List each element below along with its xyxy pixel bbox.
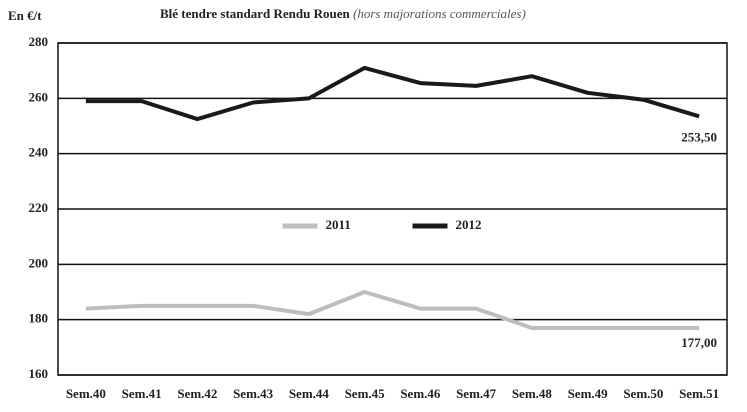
value-label: 177,00 (681, 335, 717, 350)
x-tick-label: Sem.40 (66, 386, 106, 401)
y-tick-label: 160 (29, 366, 49, 381)
legend-label: 2012 (456, 217, 482, 232)
subtitle: (hors majorations commerciales) (353, 6, 526, 21)
x-tick-label: Sem.42 (177, 386, 217, 401)
y-tick-label: 240 (29, 145, 49, 160)
x-tick-label: Sem.43 (233, 386, 274, 401)
series-line (85, 65, 700, 122)
y-tick-label: 180 (29, 311, 49, 326)
x-tick-label: Sem.41 (122, 386, 162, 401)
x-tick-label: Sem.49 (568, 386, 609, 401)
x-tick-label: Sem.46 (400, 386, 441, 401)
chart-title: Blé tendre standard Rendu Rouen (hors ma… (160, 6, 526, 21)
x-tick-label: Sem.50 (623, 386, 663, 401)
x-tick-label: Sem.47 (456, 386, 497, 401)
value-label: 253,50 (681, 129, 717, 144)
x-tick-label: Sem.44 (289, 386, 330, 401)
x-tick-label: Sem.48 (512, 386, 553, 401)
y-tick-label: 200 (29, 255, 49, 270)
x-tick-label: Sem.45 (345, 386, 386, 401)
y-axis-label: En €/t (8, 8, 42, 23)
y-tick-label: 280 (29, 34, 49, 49)
x-tick-label: Sem.51 (679, 386, 719, 401)
y-tick-label: 220 (29, 200, 49, 215)
series-line (85, 290, 700, 330)
legend-label: 2011 (326, 217, 351, 232)
title: Blé tendre standard Rendu Rouen (160, 6, 351, 21)
y-tick-label: 260 (29, 89, 49, 104)
